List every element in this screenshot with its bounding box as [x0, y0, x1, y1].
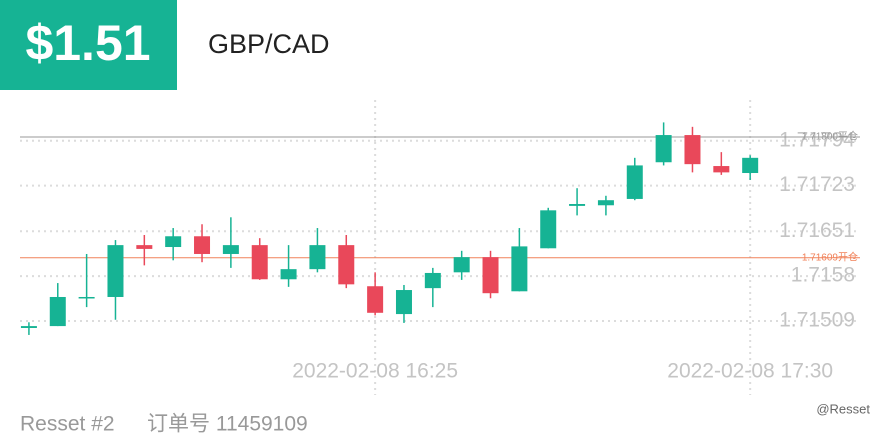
candle-body [655, 135, 672, 163]
y-tick-label: 1.71794 [779, 128, 855, 151]
candle-body [251, 245, 268, 280]
candle-body [453, 257, 470, 273]
price-line-label: 1.71800平仓 [802, 130, 858, 143]
candle-body [424, 272, 441, 289]
candle-body [222, 245, 239, 254]
candle-body [626, 165, 643, 199]
candle-body [597, 200, 614, 206]
candle-body [78, 296, 95, 299]
price-badge [0, 0, 177, 90]
y-tick-label: 1.71509 [779, 309, 855, 332]
order-number: 订单号 11459109 [147, 413, 308, 436]
candle-body [194, 236, 211, 254]
y-tick-label: 1.71723 [779, 173, 855, 196]
y-tick-label: 1.7158 [791, 264, 855, 287]
candle-body [338, 245, 355, 285]
candle-body [540, 210, 557, 249]
price-line-label: 1.71609开仓 [802, 250, 858, 263]
candle-body [713, 166, 730, 173]
candle-body [107, 245, 124, 297]
candle-body [136, 245, 153, 249]
candle-body [165, 236, 182, 248]
candle-body [511, 246, 528, 292]
watermark: @Resset [816, 401, 870, 416]
candle-body [742, 157, 759, 174]
price: $1.51 [25, 15, 150, 71]
candle-body [309, 245, 326, 270]
candle-body [20, 326, 37, 328]
candle-body [280, 269, 297, 280]
candle-body [395, 290, 412, 315]
chart: 1.71509 1.7158 1.71651 1.71723 1.71794 2022-0… [20, 100, 860, 395]
x-tick-label: 2022-02-08 17:30 [667, 360, 833, 383]
candle-body [684, 135, 701, 165]
y-tick-label: 1.71651 [779, 219, 855, 242]
candle-body [49, 296, 66, 327]
candle-body [482, 257, 499, 294]
x-tick-label: 2022-02-08 16:25 [292, 360, 458, 383]
candle-body [569, 204, 586, 206]
symbol: GBP/CAD [208, 29, 330, 59]
account: Resset #2 [20, 413, 115, 436]
candle-body [367, 286, 384, 313]
